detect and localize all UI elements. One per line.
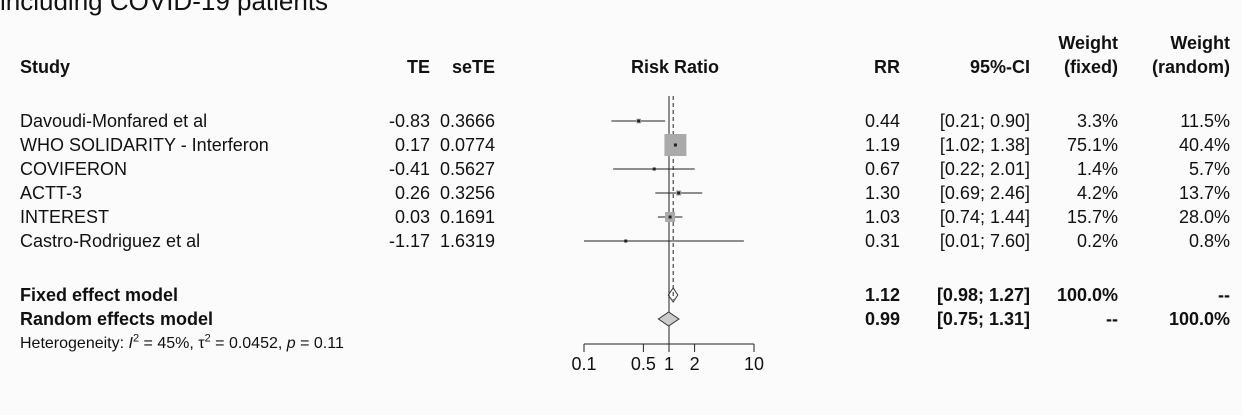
x-tick-label: 2 <box>690 354 700 374</box>
study-sete: 0.3666 <box>439 111 495 131</box>
header-weight-fixed-2: (fixed) <box>1064 57 1118 77</box>
study-point <box>637 119 641 123</box>
study-weight-random: 28.0% <box>1178 207 1230 227</box>
study-point <box>624 239 628 243</box>
model-name: Fixed effect model <box>20 285 179 305</box>
study-weight-fixed: 15.7% <box>1066 207 1118 227</box>
summary-diamond <box>667 287 679 303</box>
model-weight-fixed: -- <box>1106 309 1118 329</box>
x-tick-label: 10 <box>744 354 764 374</box>
model-weight-fixed: 100.0% <box>1056 285 1118 305</box>
study-ci: [0.21; 0.90] <box>939 111 1030 131</box>
header-plot: Risk Ratio <box>630 57 720 77</box>
i2-value: = 45%, <box>139 335 199 352</box>
study-weight-random: 5.7% <box>1188 159 1230 179</box>
study-weight-fixed: 0.2% <box>1076 231 1118 251</box>
x-tick-label: 1 <box>664 354 674 374</box>
study-rr: 0.67 <box>864 159 900 179</box>
summary-diamond <box>657 311 680 327</box>
model-ci: [0.75; 1.31] <box>936 309 1030 329</box>
study-ci: [1.02; 1.38] <box>939 135 1030 155</box>
study-te: -0.83 <box>388 111 430 131</box>
study-ci: [0.01; 7.60] <box>939 231 1030 251</box>
study-sete: 0.1691 <box>439 207 495 227</box>
study-weight-random: 40.4% <box>1178 135 1230 155</box>
study-sete: 0.0774 <box>439 135 495 155</box>
x-tick-label: 0.5 <box>631 354 656 374</box>
study-name: COVIFERON <box>20 159 128 179</box>
study-te: 0.03 <box>394 207 430 227</box>
study-weight-fixed: 75.1% <box>1066 135 1118 155</box>
study-rr: 1.19 <box>864 135 900 155</box>
study-te: 0.17 <box>394 135 430 155</box>
header-weight-fixed-1: Weight <box>1058 33 1118 53</box>
study-weight-fixed: 3.3% <box>1076 111 1118 131</box>
study-point <box>677 191 681 195</box>
p-symbol: p <box>286 335 296 352</box>
study-weight-fixed: 4.2% <box>1076 183 1118 203</box>
p-value: = 0.11 <box>295 335 344 352</box>
study-rr: 0.31 <box>864 231 900 251</box>
study-weight-random: 13.7% <box>1178 183 1230 203</box>
study-ci: [0.22; 2.01] <box>939 159 1030 179</box>
tau-value: = 0.0452, <box>210 335 287 352</box>
study-sete: 0.5627 <box>439 159 495 179</box>
header-study: Study <box>20 57 71 77</box>
study-ci: [0.69; 2.46] <box>939 183 1030 203</box>
header-weight-random-2: (random) <box>1152 57 1230 77</box>
model-rr: 1.12 <box>864 285 900 305</box>
study-point <box>673 143 677 147</box>
heterogeneity-text: Heterogeneity: I2 = 45%, τ2 = 0.0452, p … <box>20 332 344 352</box>
study-point <box>668 215 672 219</box>
header-sete: seTE <box>451 57 495 77</box>
model-name: Random effects model <box>20 309 214 329</box>
model-weight-random: 100.0% <box>1168 309 1230 329</box>
caption: including COVID-19 patients <box>0 0 329 16</box>
tau-symbol: τ <box>198 335 205 352</box>
study-rr: 0.44 <box>864 111 900 131</box>
model-ci: [0.98; 1.27] <box>936 285 1030 305</box>
study-sete: 1.6319 <box>439 231 495 251</box>
x-tick-label: 0.1 <box>571 354 596 374</box>
header-weight-random-1: Weight <box>1170 33 1230 53</box>
study-te: 0.26 <box>394 183 430 203</box>
study-weight-fixed: 1.4% <box>1076 159 1118 179</box>
heterogeneity-prefix: Heterogeneity: <box>20 335 129 352</box>
header-rr: RR <box>874 57 900 77</box>
study-name: Castro-Rodriguez et al <box>20 231 201 251</box>
study-rr: 1.03 <box>864 207 900 227</box>
study-name: INTEREST <box>20 207 110 227</box>
study-te: -1.17 <box>388 231 430 251</box>
study-name: WHO SOLIDARITY - Interferon <box>20 135 269 155</box>
study-rr: 1.30 <box>864 183 900 203</box>
study-name: Davoudi-Monfared et al <box>20 111 208 131</box>
i2-symbol: I <box>128 335 133 352</box>
header-ci: 95%-CI <box>969 57 1030 77</box>
header-te: TE <box>406 57 430 77</box>
study-sete: 0.3256 <box>439 183 495 203</box>
model-rr: 0.99 <box>864 309 900 329</box>
study-te: -0.41 <box>388 159 430 179</box>
study-name: ACTT-3 <box>20 183 83 203</box>
study-weight-random: 11.5% <box>1180 111 1230 131</box>
study-point <box>652 167 656 171</box>
study-weight-random: 0.8% <box>1188 231 1230 251</box>
model-weight-random: -- <box>1218 285 1230 305</box>
study-ci: [0.74; 1.44] <box>939 207 1030 227</box>
